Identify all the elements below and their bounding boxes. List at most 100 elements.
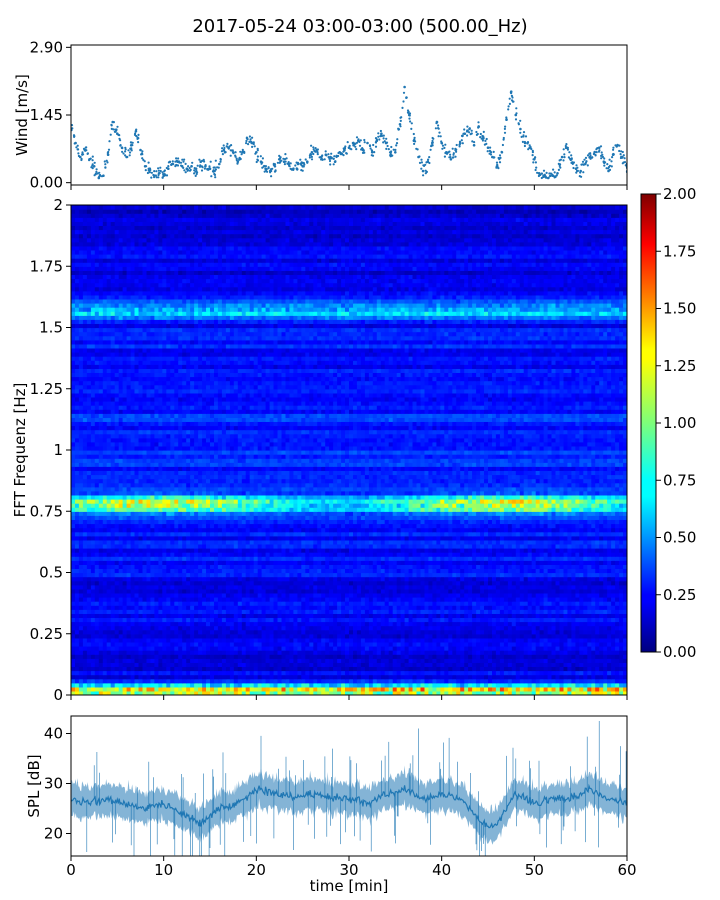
spectrogram-cell [356, 666, 362, 672]
spectrogram-cell [563, 629, 569, 635]
spectrogram-cell [194, 650, 199, 655]
spectrogram-cell [71, 666, 76, 672]
spectrogram-cell [523, 621, 529, 627]
spectrogram-cell [400, 686, 406, 692]
spectrogram-cell [364, 613, 370, 618]
spectrogram-cell [305, 576, 310, 582]
spectrogram-cell [488, 654, 493, 659]
wind-point [445, 152, 448, 155]
spectrogram-cell [241, 609, 247, 614]
spectrogram-cell [567, 588, 572, 594]
spectrogram-cell [440, 658, 445, 663]
spectrogram-cell [567, 617, 572, 623]
spectrogram-cell [555, 597, 561, 602]
spectrogram-cell [519, 609, 525, 614]
spectrogram-cell [301, 592, 306, 598]
spectrogram-cell [301, 621, 306, 627]
spectrogram-cell [325, 646, 330, 651]
spectrogram-cell [214, 633, 219, 639]
spectrogram-cell [162, 662, 167, 667]
spectrogram-cell [214, 597, 219, 602]
spectrogram-cell [452, 690, 457, 695]
spectrogram-cell [551, 646, 557, 651]
spectrogram-cell [194, 584, 199, 590]
spectrogram-cell [607, 646, 612, 651]
spectrogram-cell [237, 584, 243, 590]
spectrogram-cell [499, 666, 505, 672]
spectrogram-cell [575, 625, 580, 631]
spectrogram-cell [484, 682, 489, 688]
spectrogram-cell [408, 629, 414, 635]
spectrogram-cell [345, 678, 350, 684]
spectrogram-cell [492, 646, 497, 651]
spectrogram-cell [571, 625, 576, 631]
spectrogram-cell [281, 682, 287, 688]
spectrogram-cell [404, 670, 410, 676]
figure-title: 2017-05-24 03:00-03:00 (500.00_Hz) [192, 16, 527, 37]
spectrogram-cell [603, 609, 608, 614]
spectrogram-cell [464, 682, 469, 688]
spectrogram-cell [611, 690, 616, 695]
spectrogram-cell [273, 621, 279, 627]
spectrogram-cell [214, 670, 219, 676]
wind-point [194, 167, 198, 170]
wind-point [582, 171, 585, 174]
spectrogram-cell [202, 605, 207, 610]
spectrogram-cell [333, 637, 338, 643]
spectrogram-cell [217, 576, 223, 582]
spectrogram-cell [539, 682, 545, 688]
wind-point [608, 168, 612, 171]
spectrogram-cell [186, 678, 191, 684]
wind-point [220, 150, 224, 153]
spectrogram-cell [333, 584, 338, 590]
wind-point [410, 127, 413, 130]
spectrogram-cell [364, 674, 370, 680]
spectrogram-cell [154, 625, 159, 631]
spectrogram-cell [202, 658, 207, 663]
spectrogram-cell [194, 617, 199, 623]
spectrogram-cell [599, 597, 604, 602]
spectrogram-cell [587, 670, 592, 676]
spectrogram-cell [460, 597, 465, 602]
spectrogram-cell [345, 580, 350, 586]
spectrogram-cell [503, 678, 509, 684]
spectrogram-cell [110, 576, 116, 582]
spectrogram-cell [599, 678, 604, 684]
spectrogram-cell [440, 690, 445, 695]
spectrogram-cell [225, 625, 231, 631]
spectrogram-cell [297, 662, 302, 667]
wind-point [177, 160, 180, 163]
spectrogram-cell [82, 621, 88, 627]
spectrogram-cell [599, 605, 604, 610]
spectrogram-cell [333, 686, 338, 692]
spectrogram-cell [229, 576, 235, 582]
wind-point [259, 155, 262, 158]
wind-point [502, 138, 505, 141]
wind-point [559, 166, 562, 169]
spectrogram-cell [245, 654, 251, 659]
spectrogram-cell [82, 682, 88, 688]
wind-point [370, 149, 373, 152]
spectrogram-cell [325, 674, 330, 680]
spectrogram-cell [150, 682, 155, 688]
spectrogram-cell [158, 682, 163, 688]
wind-point [505, 118, 508, 121]
spectrogram-cell [154, 617, 159, 623]
spectrogram-cell [448, 658, 453, 663]
spectrogram-cell [225, 686, 231, 692]
spectrogram-cell [277, 625, 283, 631]
spectrogram-cell [237, 690, 243, 695]
spectrogram-cell [400, 662, 406, 667]
wind-point [449, 156, 452, 159]
spectrogram-cell [345, 601, 350, 606]
spectrogram-cell [583, 633, 588, 639]
spectrogram-cell [94, 617, 100, 623]
spectrogram-cell [376, 605, 382, 610]
spectrogram-cell [579, 584, 584, 590]
spectrogram-cell [555, 666, 561, 672]
wind-point [141, 157, 144, 160]
wind-axes-frame [70, 44, 628, 186]
spectrogram-cell [535, 637, 541, 643]
spectrogram-cell [214, 662, 219, 667]
wind-point [536, 171, 539, 174]
